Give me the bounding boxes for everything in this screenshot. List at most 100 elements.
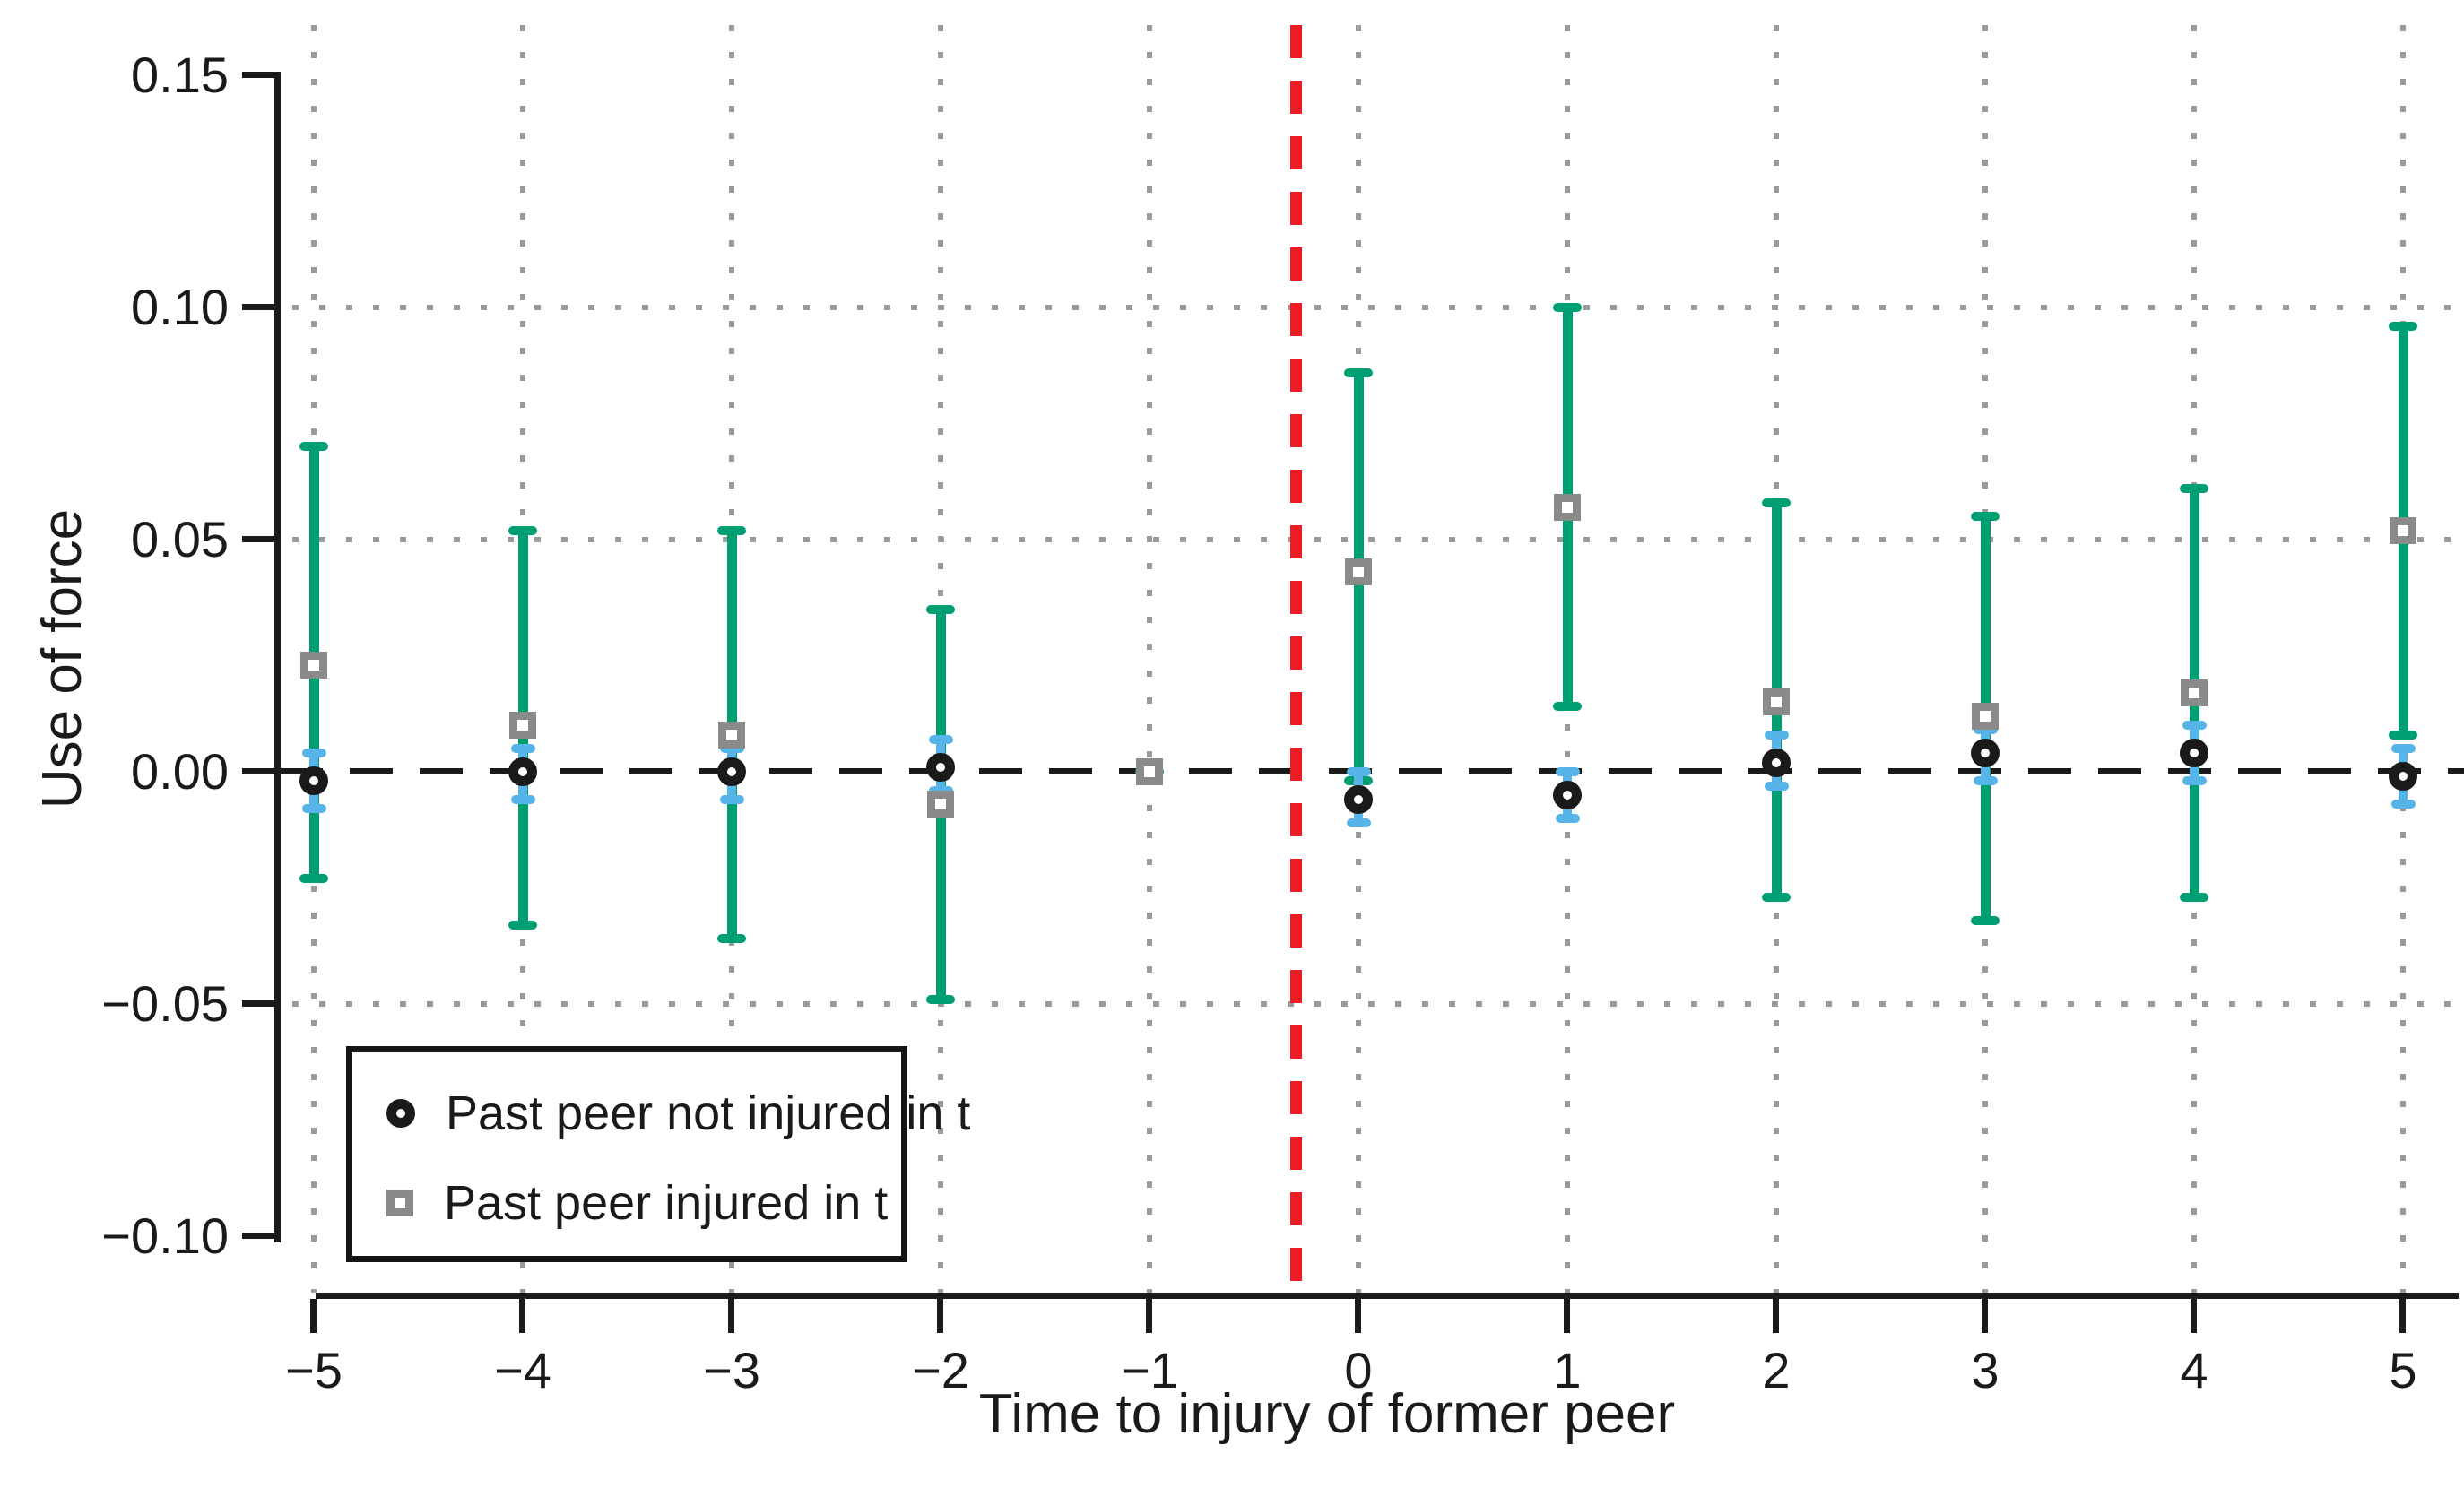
y-axis-tick [242,304,278,310]
y-axis-tick [242,768,278,774]
ci-cap-not-injured [1555,767,1580,776]
ci-cap-not-injured [1764,730,1789,740]
marker-circle-not-injured [1344,785,1373,815]
marker-circle-not-injured [926,752,955,782]
x-axis-tick [1982,1299,1988,1333]
ci-cap-not-injured [510,744,535,754]
x-tick-label: −1 [1121,1342,1178,1398]
y-tick-label: 0.05 [131,511,229,567]
ci-cap-not-injured [301,804,326,814]
ci-cap-not-injured [2182,721,2207,731]
legend-label-injured: Past peer injured in t [444,1176,889,1230]
ci-cap-injured [508,525,537,535]
horizontal-gridline [292,1001,2461,1007]
marker-square-injured [1136,758,1163,785]
ci-cap-injured [926,994,955,1004]
ci-cap-injured [1971,512,2000,522]
ci-cap-not-injured [1346,767,1371,776]
x-tick-label: 1 [1553,1342,1582,1398]
x-axis-tick [1355,1299,1361,1333]
x-tick-label: −4 [494,1342,551,1398]
y-tick-label: −0.10 [101,1207,229,1264]
ci-cap-injured [299,442,328,452]
ci-cap-not-injured [2182,776,2207,786]
ci-cap-not-injured [510,795,535,805]
ci-cap-injured [2389,730,2417,740]
y-tick-label: −0.05 [101,975,229,1032]
legend-item-injured: Past peer injured in t [386,1176,888,1230]
ci-cap-not-injured [301,748,326,758]
x-tick-label: −2 [912,1342,969,1398]
x-axis-tick [1146,1299,1152,1333]
marker-circle-not-injured [1971,739,2000,768]
ci-cap-not-injured [1764,781,1789,791]
ci-cap-injured [1553,702,1582,712]
legend-label-not-injured: Past peer not injured in t [446,1086,971,1140]
y-tick-label: 0.00 [131,743,229,800]
marker-circle-not-injured [1762,748,1791,777]
vertical-gridline [1147,25,1152,1293]
ci-cap-not-injured [1973,725,1998,735]
x-axis-tick [937,1299,943,1333]
y-tick-label: 0.10 [131,279,229,335]
ci-cap-injured [508,920,537,930]
marker-square-injured [2181,679,2208,706]
x-tick-label: 2 [1762,1342,1791,1398]
y-axis-tick [242,1000,278,1007]
ci-cap-injured [1762,892,1791,902]
marker-circle-not-injured [508,757,537,786]
x-axis-tick [1564,1299,1570,1333]
marker-square-injured [1763,688,1790,716]
ci-cap-injured [2180,484,2208,494]
x-tick-label: 3 [1971,1342,2000,1398]
x-axis-title: Time to injury of former peer [978,1383,1676,1445]
marker-square-injured [2390,516,2416,544]
legend: Past peer not injured in t Past peer inj… [346,1046,970,1262]
x-axis-tick [1773,1299,1779,1333]
y-axis-tick [242,536,278,542]
marker-square-injured [509,712,536,740]
zero-line [280,768,2464,774]
x-tick-label: 0 [1344,1342,1373,1398]
y-axis-line [274,72,281,1242]
x-axis-tick [728,1299,734,1333]
ci-cap-injured [1344,368,1373,377]
ci-cap-not-injured [2390,744,2416,754]
open-square-marker-icon [386,1190,413,1216]
ci-cap-not-injured [928,785,953,795]
marker-circle-not-injured [717,757,746,786]
x-axis-tick [519,1299,525,1333]
ci-cap-injured [2389,321,2417,331]
ci-cap-injured [299,874,328,884]
ci-cap-not-injured [2390,800,2416,809]
x-axis-tick [2399,1299,2406,1333]
ci-cap-injured [717,525,746,535]
x-axis-tick [310,1299,317,1333]
x-axis-tick [2191,1299,2197,1333]
marker-circle-not-injured [2180,739,2208,768]
marker-circle-not-injured [1553,780,1582,809]
marker-square-injured [1554,493,1581,521]
marker-square-injured [1972,702,1999,730]
open-circle-marker-icon [386,1099,415,1128]
ci-cap-not-injured [1346,818,1371,827]
x-tick-label: −3 [703,1342,760,1398]
y-axis-tick [242,72,278,78]
marker-square-injured [927,791,954,818]
ci-cap-injured [1762,498,1791,507]
horizontal-gridline [292,537,2461,542]
ci-cap-injured [717,934,746,944]
marker-circle-not-injured [299,766,328,796]
ci-cap-not-injured [1555,813,1580,823]
ci-cap-not-injured [719,795,744,805]
ci-cap-not-injured [1973,776,1998,786]
y-axis-title: Use of force [31,508,93,809]
ci-cap-not-injured [719,744,744,754]
x-tick-label: 4 [2180,1342,2208,1398]
ci-cap-not-injured [928,734,953,744]
marker-square-injured [300,651,327,679]
legend-item-not-injured: Past peer not injured in t [386,1086,970,1140]
y-axis-tick [242,1233,278,1239]
